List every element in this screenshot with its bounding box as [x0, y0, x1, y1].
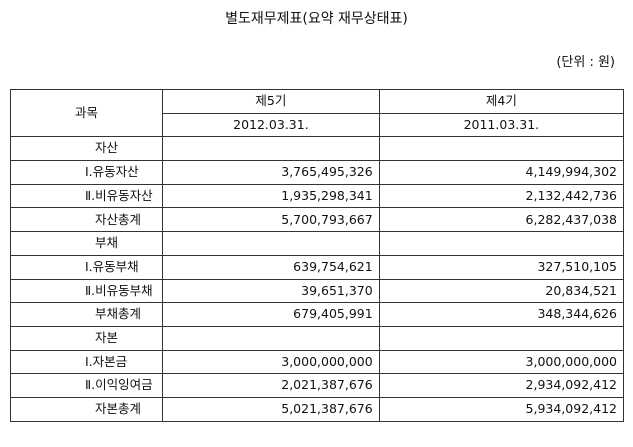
row-label: 자본 — [9, 325, 164, 351]
document-title: 별도재무제표(요약 재무상태표) — [225, 11, 408, 27]
table-row: 자본 — [9, 325, 625, 351]
header-date-4: 2011.03.31. — [378, 112, 625, 138]
row-label: Ⅱ.비유동자산 — [9, 183, 164, 209]
row-value-5: 2,021,387,676 — [162, 373, 380, 398]
row-label: 자산총계 — [9, 207, 164, 233]
row-value-5 — [162, 136, 380, 162]
row-value-4 — [378, 325, 625, 351]
header-subject: 과목 — [9, 88, 164, 138]
row-value-5: 679,405,991 — [162, 302, 380, 327]
row-value-5: 5,700,793,667 — [162, 207, 380, 233]
table-row: Ⅰ.유동자산 3,765,495,326 4,149,994,302 — [9, 160, 625, 185]
row-value-4: 4,149,994,302 — [378, 160, 625, 185]
header-date-row: 2012.03.31. 2011.03.31. — [11, 112, 625, 138]
row-value-5: 3,765,495,326 — [162, 160, 380, 185]
table-row: 자산총계 5,700,793,667 6,282,437,038 — [9, 207, 625, 233]
row-label: Ⅱ.이익잉여금 — [9, 373, 164, 398]
table-row: 자산 — [9, 136, 625, 162]
header-row: 과목 제5기 제4기 — [9, 88, 625, 138]
row-value-5: 639,754,621 — [162, 254, 380, 280]
row-value-4: 20,834,521 — [378, 278, 625, 304]
row-value-5: 3,000,000,000 — [162, 349, 380, 375]
row-value-4 — [378, 231, 625, 256]
row-value-4: 2,934,092,412 — [378, 373, 625, 398]
row-value-5: 1,935,298,341 — [162, 183, 380, 209]
table-row: 자본총계 5,021,387,676 5,934,092,412 — [9, 396, 625, 422]
table-row: Ⅰ.유동부채 639,754,621 327,510,105 — [9, 254, 625, 280]
row-label: 부채총계 — [9, 302, 164, 327]
row-value-5: 5,021,387,676 — [162, 396, 380, 422]
table-row: Ⅱ.비유동부채 39,651,370 20,834,521 — [9, 278, 625, 304]
row-value-5: 39,651,370 — [162, 278, 380, 304]
row-value-4: 5,934,092,412 — [378, 396, 625, 422]
row-label: Ⅰ.자본금 — [9, 349, 164, 375]
table-row: 부채총계 679,405,991 348,344,626 — [9, 302, 625, 327]
table-row: Ⅰ.자본금 3,000,000,000 3,000,000,000 — [9, 349, 625, 375]
row-value-4: 327,510,105 — [378, 254, 625, 280]
header-period-5: 제5기 — [162, 89, 380, 114]
unit-label: (단위 : 원) — [556, 55, 615, 70]
row-value-4: 348,344,626 — [378, 302, 625, 327]
row-label: Ⅱ.비유동부채 — [9, 278, 164, 304]
table-row: Ⅱ.이익잉여금 2,021,387,676 2,934,092,412 — [9, 373, 625, 398]
header-date-5: 2012.03.31. — [162, 112, 380, 138]
row-label: Ⅰ.유동부채 — [9, 254, 164, 280]
row-value-5 — [162, 325, 380, 351]
row-value-4: 6,282,437,038 — [378, 207, 625, 233]
row-value-4: 2,132,442,736 — [378, 183, 625, 209]
row-value-4: 3,000,000,000 — [378, 349, 625, 375]
row-label: 부채 — [9, 231, 164, 256]
row-label: 자본총계 — [9, 396, 164, 422]
table-row: 부채 — [9, 231, 625, 256]
header-period-4: 제4기 — [378, 89, 625, 114]
row-label: Ⅰ.유동자산 — [9, 160, 164, 185]
table-row: Ⅱ.비유동자산 1,935,298,341 2,132,442,736 — [9, 183, 625, 209]
row-value-4 — [378, 136, 625, 162]
balance-sheet-table: 과목 제5기 제4기 2012.03.31. 2011.03.31. 자산 Ⅰ.… — [9, 88, 625, 422]
row-label: 자산 — [9, 136, 164, 162]
row-value-5 — [162, 231, 380, 256]
